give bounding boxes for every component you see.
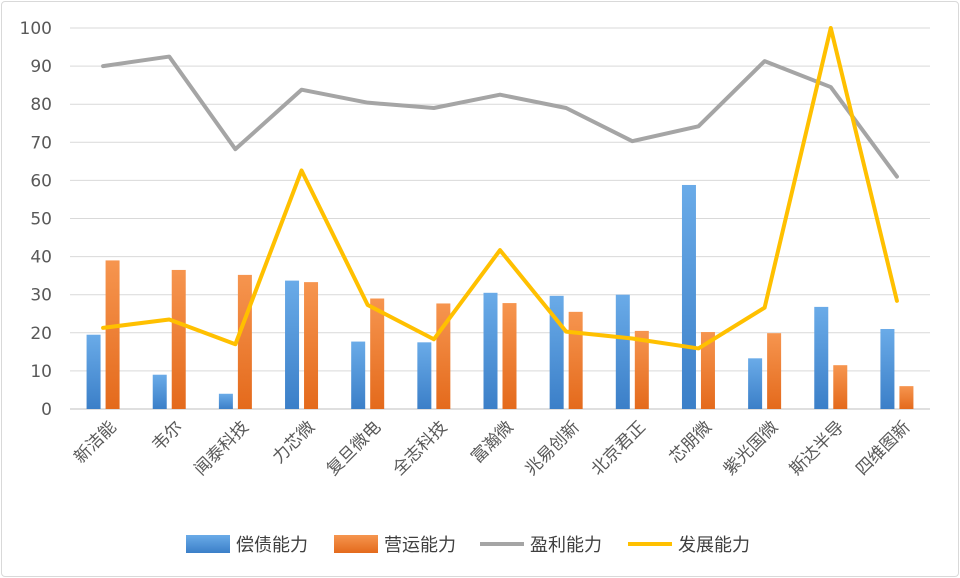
- lines: [101, 26, 899, 351]
- bar-偿债能力-四维图新: [880, 328, 895, 409]
- legend-swatch: [334, 535, 378, 553]
- legend-swatch: [186, 535, 230, 553]
- bar-营运能力-四维图新: [899, 386, 914, 409]
- bar-偿债能力-北京君正: [615, 294, 630, 409]
- bar-营运能力-富瀚微: [502, 303, 517, 409]
- bar-偿债能力-紫光国微: [748, 358, 763, 409]
- x-tick-label: 韦尔: [149, 417, 187, 455]
- line-series-盈利能力: [101, 54, 899, 179]
- bar-营运能力-复旦微电: [370, 298, 385, 409]
- y-tick-label: 80: [30, 95, 52, 115]
- bar-偿债能力-韦尔: [152, 374, 167, 409]
- x-tick-label: 富瀚微: [467, 417, 517, 467]
- bar-偿债能力-新洁能: [86, 334, 101, 409]
- x-tick-label: 斯达半导: [786, 417, 848, 479]
- bar-营运能力-闻泰科技: [237, 274, 252, 409]
- bar-偿债能力-闻泰科技: [218, 393, 233, 409]
- y-tick-label: 100: [20, 19, 52, 39]
- legend-label: 营运能力: [384, 535, 456, 556]
- legend: 偿债能力 营运能力 盈利能力 发展能力: [186, 535, 750, 556]
- y-tick-label: 50: [30, 210, 52, 230]
- grid: [70, 27, 930, 410]
- bar-营运能力-兆易创新: [568, 311, 583, 409]
- y-tick-label: 70: [30, 133, 52, 153]
- y-tick-label: 10: [30, 362, 52, 382]
- y-tick-label: 40: [30, 248, 52, 268]
- x-tick-label: 芯朋微: [666, 417, 716, 467]
- bar-偿债能力-富瀚微: [483, 292, 498, 409]
- bar-营运能力-紫光国微: [767, 333, 782, 409]
- y-axis: 0 10 20 30 40 50 60 70 80 90 100: [20, 19, 52, 420]
- y-tick-label: 0: [41, 400, 52, 420]
- bar-偿债能力-力芯微: [285, 280, 300, 409]
- bar-营运能力-力芯微: [304, 282, 319, 409]
- x-tick-label: 兆易创新: [521, 417, 583, 479]
- bar-营运能力-芯朋微: [700, 332, 715, 409]
- x-tick-label: 全志科技: [389, 417, 451, 479]
- bar-营运能力-北京君正: [634, 330, 649, 409]
- bar-营运能力-韦尔: [171, 269, 186, 409]
- x-tick-label: 新洁能: [70, 417, 120, 467]
- bar-营运能力-斯达半导: [833, 365, 848, 409]
- y-tick-label: 30: [30, 286, 52, 306]
- legend-label: 盈利能力: [530, 535, 602, 556]
- x-tick-label: 紫光国微: [720, 417, 782, 479]
- bar-偿债能力-复旦微电: [351, 341, 366, 409]
- x-tick-label: 四维图新: [852, 417, 914, 479]
- y-tick-label: 20: [30, 324, 52, 344]
- x-axis: 新洁能 韦尔 闻泰科技 力芯微 复旦微电 全志科技 富瀚微 兆易创新 北京君正 芯朋微 紫光国微 斯达…: [70, 417, 914, 479]
- x-tick-label: 复旦微电: [323, 417, 385, 479]
- bar-营运能力-新洁能: [105, 260, 120, 409]
- y-tick-label: 60: [30, 171, 52, 191]
- x-tick-label: 闻泰科技: [191, 417, 253, 479]
- bar-偿债能力-斯达半导: [814, 306, 829, 409]
- bars: [86, 184, 914, 409]
- legend-label: 发展能力: [678, 535, 750, 556]
- y-tick-label: 90: [30, 57, 52, 77]
- x-tick-label: 力芯微: [269, 417, 319, 467]
- legend-label: 偿债能力: [236, 535, 308, 556]
- bar-偿债能力-芯朋微: [681, 184, 696, 409]
- bar-偿债能力-全志科技: [417, 342, 432, 409]
- line-series-发展能力: [101, 26, 899, 351]
- x-tick-label: 北京君正: [588, 417, 650, 479]
